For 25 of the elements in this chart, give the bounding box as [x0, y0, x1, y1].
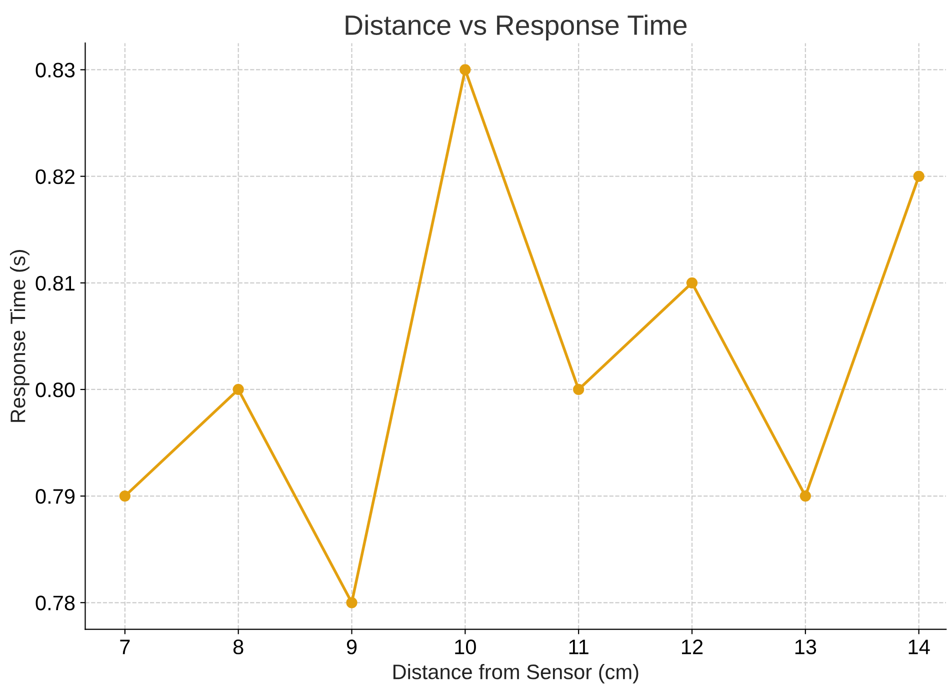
- x-tick-label: 9: [346, 640, 357, 654]
- y-tick-label: 0.80: [36, 382, 75, 398]
- point: [686, 277, 698, 288]
- x-tick-label: 7: [120, 640, 130, 654]
- x-tick-label: 10: [455, 640, 476, 654]
- point: [460, 64, 471, 76]
- x-tick-label: 11: [569, 640, 588, 654]
- y-axis-title: Response Time (s): [10, 250, 30, 422]
- y-tick-label: 0.81: [36, 276, 74, 291]
- y-tick-label: 0.82: [36, 169, 74, 184]
- point: [119, 490, 130, 502]
- y-tick-label: 0.78: [36, 596, 75, 610]
- x-tick-label: 8: [233, 640, 244, 654]
- point: [346, 597, 358, 608]
- y-tick-label: 0.83: [36, 62, 75, 78]
- x-axis-title: Distance from Sensor (cm): [393, 664, 638, 684]
- point: [913, 170, 924, 182]
- x-tick-label: 13: [795, 640, 816, 654]
- chart-title: Distance vs Response Time: [346, 14, 687, 41]
- point: [232, 384, 244, 396]
- point: [800, 490, 811, 502]
- y-tick-label: 0.79: [36, 489, 75, 504]
- x-tick-label: 12: [682, 640, 703, 654]
- x-tick-label: 14: [908, 640, 930, 654]
- point: [573, 384, 584, 396]
